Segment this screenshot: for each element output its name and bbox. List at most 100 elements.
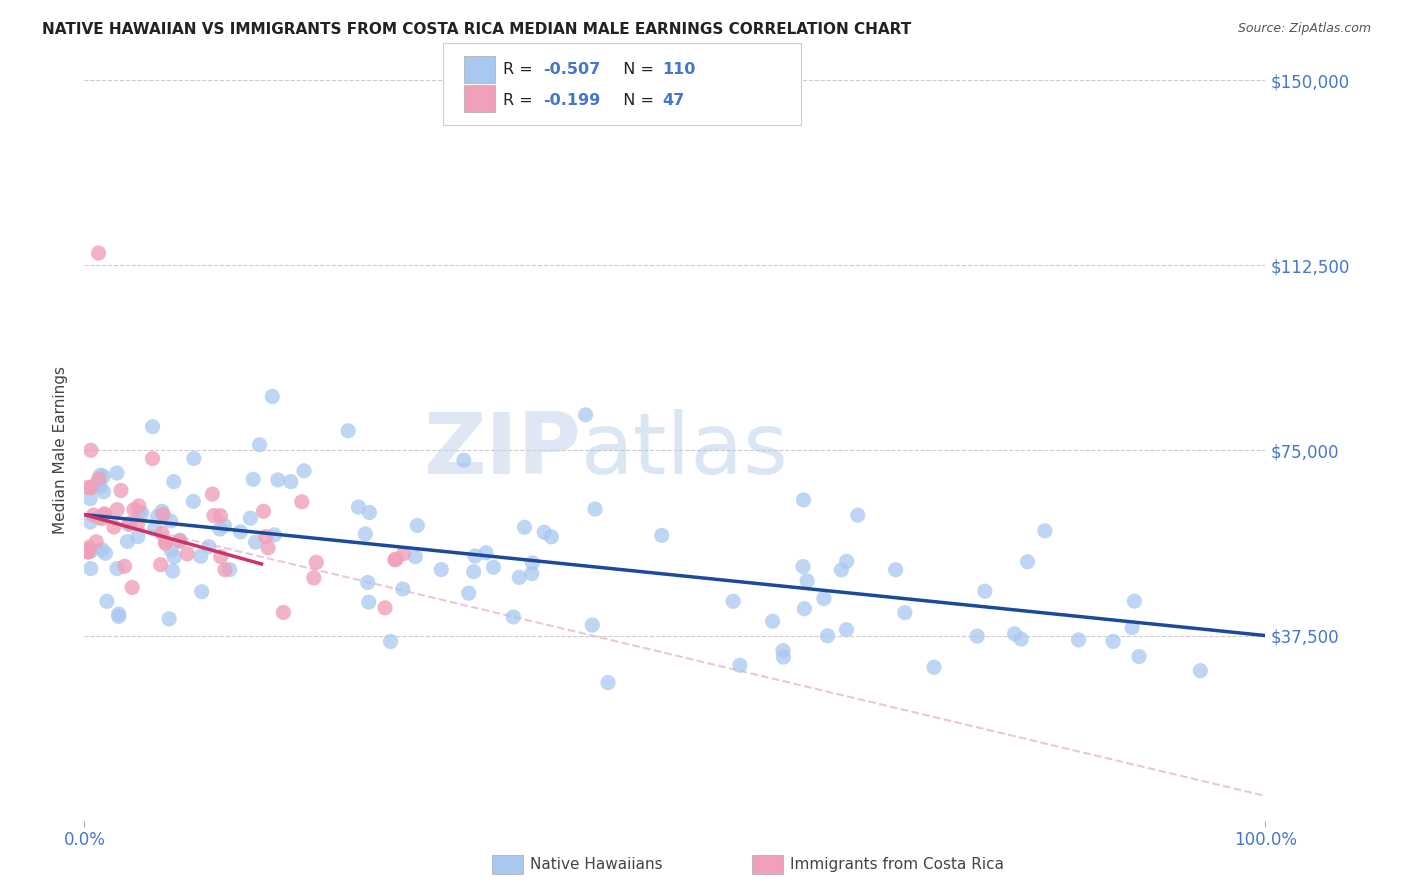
Point <box>772 643 794 657</box>
Point <box>337 424 360 438</box>
Point <box>118 516 141 531</box>
Point <box>77 545 100 559</box>
Text: R =: R = <box>503 62 538 77</box>
Point <box>105 502 128 516</box>
Point <box>973 584 995 599</box>
Point <box>209 549 232 564</box>
Text: 47: 47 <box>662 94 685 108</box>
Point <box>1017 555 1039 569</box>
Point <box>347 500 370 515</box>
Point <box>183 451 205 466</box>
Point <box>721 594 744 608</box>
Point <box>80 561 103 575</box>
Point <box>835 554 858 568</box>
Text: N =: N = <box>613 94 659 108</box>
Point <box>1033 524 1056 538</box>
Point <box>149 558 172 572</box>
Point <box>209 508 232 523</box>
Point <box>830 563 852 577</box>
Point <box>302 571 325 585</box>
Text: 110: 110 <box>662 62 696 77</box>
Point <box>107 607 129 621</box>
Point <box>77 480 100 494</box>
Text: N =: N = <box>613 62 659 77</box>
Point <box>128 506 150 520</box>
Point <box>127 516 149 531</box>
Point <box>392 547 415 561</box>
Point <box>1128 649 1150 664</box>
Point <box>792 559 814 574</box>
Point <box>155 536 177 550</box>
Point <box>813 591 835 606</box>
Point <box>229 524 252 539</box>
Point <box>583 502 606 516</box>
Point <box>208 522 231 536</box>
Point <box>540 530 562 544</box>
Point <box>80 443 103 458</box>
Point <box>305 555 328 569</box>
Point <box>163 549 186 564</box>
Point <box>150 526 173 541</box>
Point <box>83 479 105 493</box>
Point <box>214 563 236 577</box>
Point <box>359 506 381 520</box>
Point <box>190 584 212 599</box>
Point <box>202 508 225 523</box>
Point <box>89 468 111 483</box>
Point <box>87 472 110 486</box>
Point <box>82 508 104 523</box>
Point <box>796 574 818 588</box>
Point <box>291 495 314 509</box>
Point <box>190 549 212 564</box>
Point <box>922 660 945 674</box>
Point <box>792 493 814 508</box>
Point <box>884 563 907 577</box>
Point <box>728 658 751 673</box>
Point <box>114 559 136 574</box>
Point <box>162 564 184 578</box>
Point <box>380 634 402 648</box>
Point <box>374 600 396 615</box>
Point <box>596 675 619 690</box>
Point <box>894 606 917 620</box>
Point <box>254 530 277 544</box>
Text: -0.507: -0.507 <box>543 62 600 77</box>
Point <box>79 515 101 529</box>
Text: Immigrants from Costa Rica: Immigrants from Costa Rica <box>790 857 1004 871</box>
Point <box>142 419 165 434</box>
Point <box>357 595 380 609</box>
Point <box>1067 632 1090 647</box>
Point <box>160 543 183 558</box>
Point <box>94 546 117 560</box>
Point <box>105 561 128 575</box>
Point <box>131 506 153 520</box>
Point <box>79 544 101 558</box>
Y-axis label: Median Male Earnings: Median Male Earnings <box>53 367 69 534</box>
Point <box>91 542 114 557</box>
Point <box>817 629 839 643</box>
Point <box>169 534 191 549</box>
Point <box>87 510 110 524</box>
Point <box>263 528 285 542</box>
Point <box>89 479 111 493</box>
Point <box>152 508 174 522</box>
Point <box>143 522 166 536</box>
Point <box>77 545 100 559</box>
Point <box>91 511 114 525</box>
Point <box>273 606 295 620</box>
Point <box>155 534 177 549</box>
Point <box>245 535 267 549</box>
Point <box>201 487 224 501</box>
Point <box>762 614 785 628</box>
Point <box>453 453 475 467</box>
Point <box>79 481 101 495</box>
Point <box>385 552 408 566</box>
Text: -0.199: -0.199 <box>543 94 600 108</box>
Point <box>141 451 163 466</box>
Point <box>464 549 486 563</box>
Text: Native Hawaiians: Native Hawaiians <box>530 857 662 871</box>
Point <box>1123 594 1146 608</box>
Point <box>103 520 125 534</box>
Point <box>93 507 115 521</box>
Point <box>242 472 264 486</box>
